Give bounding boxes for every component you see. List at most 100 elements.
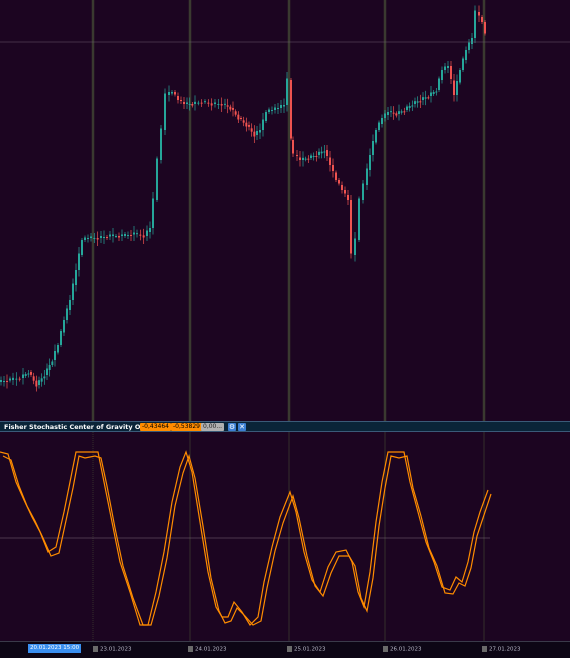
- candle-body: [332, 165, 334, 171]
- candle-body: [142, 235, 145, 238]
- candle-body: [232, 108, 234, 110]
- day-marker-icon: [93, 646, 98, 652]
- candle-body: [32, 376, 35, 381]
- time-label: 27.01.2023: [482, 646, 521, 653]
- candle-body: [118, 236, 120, 238]
- candle-body: [447, 66, 449, 68]
- indicator-title: Fisher Stochastic Center of Gravity Osci…: [4, 423, 170, 431]
- candle-body: [136, 233, 138, 235]
- candle-body: [478, 12, 480, 16]
- candle-body: [106, 237, 108, 238]
- candle-body: [27, 373, 30, 375]
- gear-icon[interactable]: ⚙: [228, 423, 236, 431]
- candle-body: [60, 331, 62, 345]
- candle-body: [164, 93, 166, 130]
- candle-body: [130, 235, 132, 236]
- day-marker-icon: [287, 646, 292, 652]
- candle-body: [186, 102, 188, 104]
- time-label: 23.01.2023: [93, 646, 132, 653]
- candle-body: [465, 50, 467, 60]
- oscillator-pane[interactable]: [0, 432, 570, 641]
- candle-body: [152, 198, 154, 228]
- candle-body: [237, 114, 240, 120]
- candle-body: [450, 66, 452, 79]
- candle-body: [210, 103, 213, 106]
- candle-body: [191, 104, 194, 106]
- indicator-value-3: 0,00...: [201, 423, 225, 431]
- candle-body: [265, 112, 267, 121]
- candle-body: [481, 17, 483, 22]
- candle-body: [366, 168, 368, 185]
- price-grid: [91, 0, 486, 421]
- candle-body: [224, 103, 226, 105]
- candle-body: [335, 172, 337, 180]
- candle-body: [427, 97, 430, 99]
- candle-body: [372, 141, 374, 155]
- oscillator-chart[interactable]: [0, 432, 570, 641]
- candle-body: [441, 70, 443, 80]
- candle-body: [30, 372, 32, 375]
- time-axis[interactable]: 20.01.2023 15:00 23.01.2023 24.01.2023 2…: [0, 641, 570, 658]
- candle-body: [220, 104, 223, 106]
- candle-body: [435, 91, 438, 93]
- candle-body: [72, 283, 74, 300]
- candle-body: [381, 118, 383, 124]
- candle-body: [369, 155, 371, 170]
- candle-body: [87, 238, 89, 239]
- candle-body: [444, 66, 446, 70]
- candle-body: [226, 105, 229, 107]
- candle-body: [419, 101, 422, 103]
- candle-body: [262, 119, 264, 130]
- candle-body: [3, 381, 5, 382]
- oscillator-line-signal: [2, 453, 492, 626]
- candle-body: [46, 368, 48, 375]
- candle-body: [341, 185, 343, 190]
- candle-body: [204, 101, 206, 103]
- candle-body: [400, 111, 403, 113]
- candle-body: [414, 101, 416, 104]
- candle-body: [109, 234, 111, 237]
- candle-body: [259, 130, 261, 133]
- candle-body: [245, 122, 248, 127]
- candle-body: [390, 111, 392, 113]
- candle-body: [0, 380, 2, 382]
- candles: [0, 5, 486, 392]
- indicator-value-1: -0,43464: [140, 423, 171, 431]
- candle-body: [81, 240, 83, 255]
- candlestick-chart[interactable]: [0, 0, 570, 421]
- candle-body: [338, 180, 340, 184]
- candle-body: [283, 105, 285, 107]
- candle-body: [240, 118, 242, 119]
- candle-body: [197, 102, 200, 104]
- candle-body: [459, 70, 461, 83]
- candle-body: [424, 97, 427, 99]
- candle-body: [214, 102, 216, 104]
- candle-body: [84, 237, 86, 240]
- candle-body: [200, 102, 203, 104]
- candle-body: [462, 58, 464, 70]
- candle-body: [180, 100, 182, 101]
- candle-body: [310, 155, 312, 158]
- candle-body: [149, 228, 151, 232]
- candle-body: [229, 106, 232, 110]
- candle-body: [268, 109, 270, 112]
- candle-body: [96, 238, 99, 240]
- candle-body: [312, 156, 315, 157]
- candle-body: [18, 378, 21, 380]
- candle-body: [6, 381, 8, 382]
- indicator-value-2: -0,53829: [171, 423, 202, 431]
- candle-body: [362, 183, 364, 200]
- candle-body: [387, 112, 389, 115]
- candle-body: [403, 111, 406, 113]
- candle-body: [280, 105, 282, 108]
- candle-body: [438, 78, 440, 90]
- price-chart-pane[interactable]: [0, 0, 570, 421]
- time-label: 25.01.2023: [287, 646, 326, 653]
- candle-body: [66, 308, 68, 320]
- candle-body: [347, 195, 349, 200]
- candle-body: [48, 365, 51, 370]
- candle-body: [422, 97, 424, 100]
- candle-body: [392, 112, 395, 114]
- candle-body: [378, 122, 380, 130]
- close-icon[interactable]: ✕: [238, 423, 246, 431]
